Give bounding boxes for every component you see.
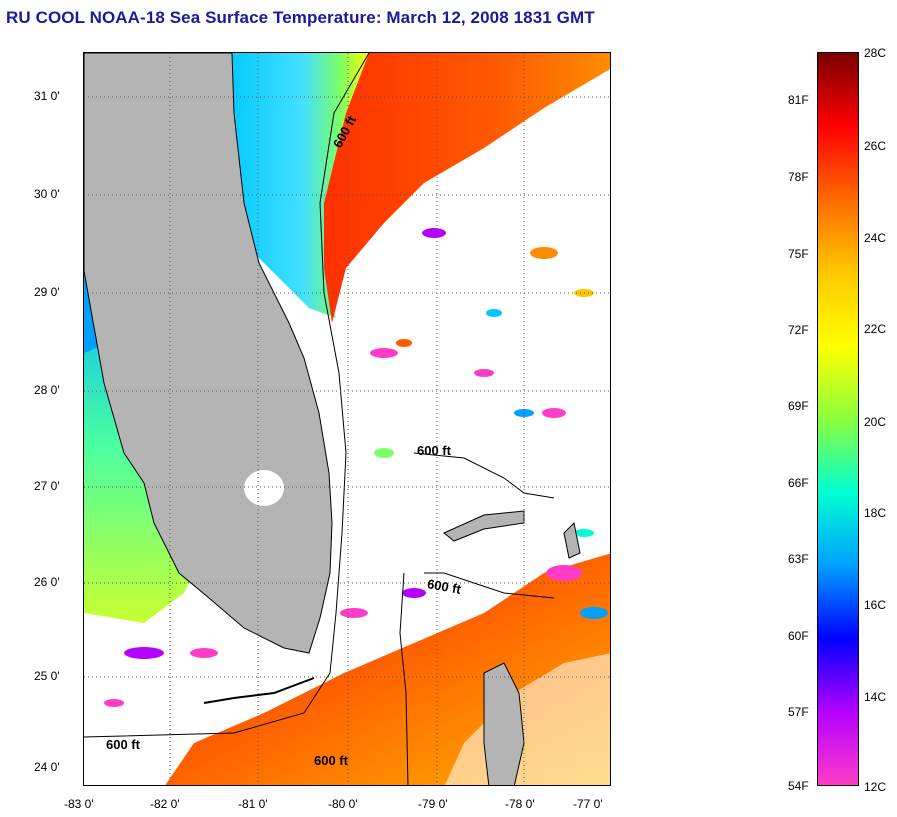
colorbar-f-label: 75F	[788, 247, 809, 261]
lon-tick-label: -82 0'	[150, 797, 180, 811]
lat-tick-label: 26 0'	[34, 575, 60, 589]
colorbar-c-label: 14C	[864, 690, 887, 704]
colorbar-f-label: 60F	[788, 629, 809, 643]
grand-bahama	[443, 510, 525, 542]
colorbar-f-label: 78F	[788, 170, 809, 184]
lat-tick-label: 28 0'	[34, 383, 60, 397]
colorbar-c-label: 20C	[864, 415, 887, 429]
map-title: RU COOL NOAA-18 Sea Surface Temperature:…	[6, 8, 595, 27]
colorbar-c-label: 18C	[864, 506, 887, 520]
abaco-island	[563, 521, 581, 559]
lat-tick-label: 27 0'	[34, 479, 60, 493]
colorbar-c-label: 28C	[864, 46, 887, 60]
lon-tick-label: -80 0'	[328, 797, 358, 811]
lat-tick-label: 31 0'	[34, 89, 60, 103]
colorbar-c-label: 26C	[864, 139, 887, 153]
lat-tick-label: 30 0'	[34, 187, 60, 201]
colorbar-c-label: 12C	[864, 780, 887, 794]
cloud-edge-patches	[104, 228, 608, 707]
colorbar-f-label: 63F	[788, 552, 809, 566]
lat-tick-label: 29 0'	[34, 285, 60, 299]
graticule	[84, 53, 610, 785]
andros-island	[483, 662, 525, 785]
lon-tick-label: -79 0'	[418, 797, 448, 811]
lon-tick-label: -81 0'	[238, 797, 268, 811]
contour-label: 600 ft	[314, 753, 349, 768]
contour-label: 600 ft	[417, 443, 452, 458]
colorbar-f-label: 66F	[788, 476, 809, 490]
colorbar-c-label: 22C	[864, 322, 887, 336]
colorbar-f-label: 54F	[788, 779, 809, 793]
colorbar-f-label: 69F	[788, 399, 809, 413]
lon-tick-label: -83 0'	[64, 797, 94, 811]
contour-label: 600 ft	[426, 576, 463, 597]
colorbar-f-label: 81F	[788, 93, 809, 107]
contour-label: 600 ft	[106, 737, 141, 752]
temperature-colorbar	[817, 52, 859, 786]
colorbar-c-label: 16C	[864, 598, 887, 612]
colorbar-c-label: 24C	[864, 231, 887, 245]
gulf-stream-warm	[324, 53, 610, 323]
sst-map-canvas: 600 ft 600 ft 600 ft 600 ft 600 ft	[84, 53, 610, 785]
lat-tick-label: 24 0'	[34, 760, 60, 774]
colorbar-f-label: 72F	[788, 323, 809, 337]
florida-keys	[203, 677, 315, 704]
lon-tick-label: -77 0'	[573, 797, 603, 811]
lake-okeechobee	[244, 470, 284, 506]
lon-tick-label: -78 0'	[505, 797, 535, 811]
colorbar-f-label: 57F	[788, 705, 809, 719]
lat-tick-label: 25 0'	[34, 669, 60, 683]
sst-map: 600 ft 600 ft 600 ft 600 ft 600 ft	[83, 52, 611, 786]
